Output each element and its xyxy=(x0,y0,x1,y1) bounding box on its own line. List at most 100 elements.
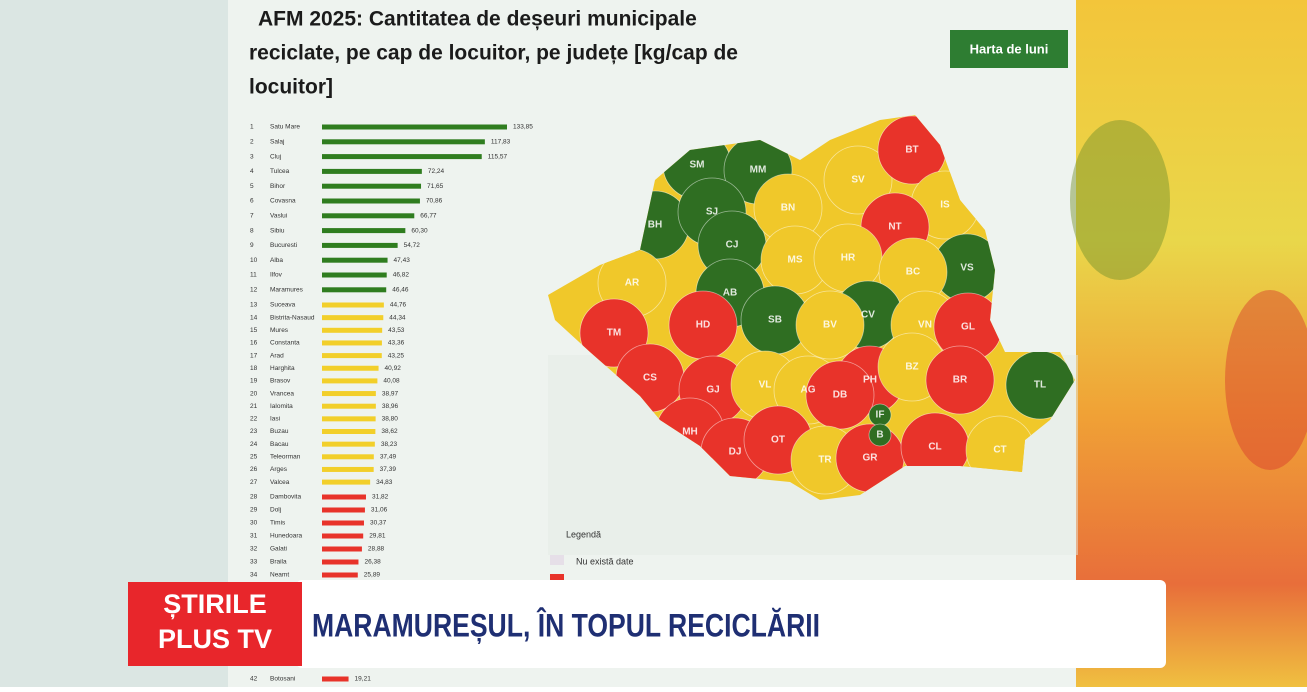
county-label: BR xyxy=(953,375,968,386)
rank: 20 xyxy=(250,390,258,397)
value-label: 38,97 xyxy=(382,390,399,397)
value-label: 31,82 xyxy=(372,494,389,501)
category-label: Covasna xyxy=(270,198,296,205)
bar xyxy=(322,559,359,565)
value-label: 66,77 xyxy=(420,213,437,220)
rank: 16 xyxy=(250,340,258,347)
county-label: IF xyxy=(876,410,885,421)
bar xyxy=(322,124,507,130)
category-label: Arad xyxy=(270,352,284,359)
category-label: Constanta xyxy=(270,340,300,347)
county-area xyxy=(868,423,892,447)
county-label: MS xyxy=(788,255,803,266)
county-label: GR xyxy=(863,453,879,464)
ranking-chart: 1 Satu Mare 133,85 2 Salaj 117,83 3 Cluj 115,57 4… xyxy=(250,124,533,579)
county-label: SM xyxy=(690,160,705,171)
bar xyxy=(322,302,384,308)
category-label: Galati xyxy=(270,546,287,553)
bar xyxy=(322,494,366,500)
value-label: 46,46 xyxy=(392,287,409,294)
value-label: 40,92 xyxy=(385,365,402,372)
rank: 22 xyxy=(250,416,258,423)
rank: 29 xyxy=(250,507,258,514)
category-label: Timis xyxy=(270,520,286,527)
county-label: GJ xyxy=(706,385,719,396)
county-label: VN xyxy=(918,320,932,331)
chart-title: reciclate, pe cap de locuitor, pe județe… xyxy=(249,42,738,65)
value-label: 115,57 xyxy=(488,153,508,160)
category-label: Buzau xyxy=(270,428,289,435)
bar xyxy=(322,228,406,234)
category-label: Bistrita-Nasaud xyxy=(270,314,315,321)
title-block: AFM 2025: Cantitatea de deșeuri municipa… xyxy=(249,8,738,99)
category-label: Ialomita xyxy=(270,403,293,410)
rank: 19 xyxy=(250,378,258,385)
rank: 28 xyxy=(250,494,258,501)
value-label: 40,08 xyxy=(383,378,400,385)
bar xyxy=(322,572,358,578)
bar xyxy=(322,676,349,682)
bar xyxy=(322,242,398,248)
legend-title: Legendă xyxy=(566,529,601,539)
rank: 42 xyxy=(250,676,258,683)
rank: 26 xyxy=(250,466,258,473)
bar xyxy=(322,139,485,145)
bar xyxy=(322,168,422,174)
county-label: GL xyxy=(961,322,975,333)
bar xyxy=(322,507,365,513)
legend-item: Nu există date xyxy=(576,556,634,566)
rank: 1 xyxy=(250,124,254,131)
category-label: Ilfov xyxy=(270,272,283,279)
county-label: BV xyxy=(823,320,837,331)
county-label: MM xyxy=(750,165,767,176)
rank: 13 xyxy=(250,302,258,309)
county-label: NT xyxy=(888,222,901,233)
rank: 32 xyxy=(250,546,258,553)
value-label: 43,25 xyxy=(388,352,405,359)
category-label: Iasi xyxy=(270,416,280,423)
category-label: Mures xyxy=(270,327,289,334)
bar xyxy=(322,340,382,346)
county-label: MH xyxy=(682,427,698,438)
bar xyxy=(322,198,420,204)
bar xyxy=(322,441,375,447)
rank: 6 xyxy=(250,198,254,205)
value-label: 60,30 xyxy=(411,227,428,234)
county-label: CJ xyxy=(726,240,739,251)
category-label: Tulcea xyxy=(270,168,290,175)
county-label: AG xyxy=(801,385,816,396)
county-label: CS xyxy=(643,373,657,384)
category-label: Valcea xyxy=(270,479,290,486)
category-label: Maramures xyxy=(270,287,304,294)
bar xyxy=(322,315,384,321)
category-label: Botosani xyxy=(270,676,295,683)
bar xyxy=(322,403,376,409)
county-label: TR xyxy=(818,455,832,466)
category-label: Sibiu xyxy=(270,227,285,234)
category-label: Alba xyxy=(270,257,283,264)
rank: 15 xyxy=(250,327,258,334)
value-label: 47,43 xyxy=(394,257,411,264)
county-label: HR xyxy=(841,253,856,264)
value-label: 43,36 xyxy=(388,340,405,347)
bar xyxy=(322,213,415,219)
county-label: IS xyxy=(940,200,950,211)
category-label: Arges xyxy=(270,466,288,473)
value-label: 25,89 xyxy=(364,572,381,579)
bar xyxy=(322,454,374,460)
bar xyxy=(322,546,362,552)
county-label: BC xyxy=(906,267,920,278)
county-label: AR xyxy=(625,278,640,289)
county-label: PH xyxy=(863,375,877,386)
rank: 30 xyxy=(250,520,258,527)
bar xyxy=(322,353,382,359)
county-label: SB xyxy=(768,315,782,326)
badge xyxy=(950,30,1068,68)
county-label: HD xyxy=(696,320,710,331)
bar xyxy=(322,183,422,189)
value-label: 37,49 xyxy=(380,454,397,461)
value-label: 38,96 xyxy=(382,403,399,410)
value-label: 117,83 xyxy=(491,139,511,146)
rank: 9 xyxy=(250,242,254,249)
